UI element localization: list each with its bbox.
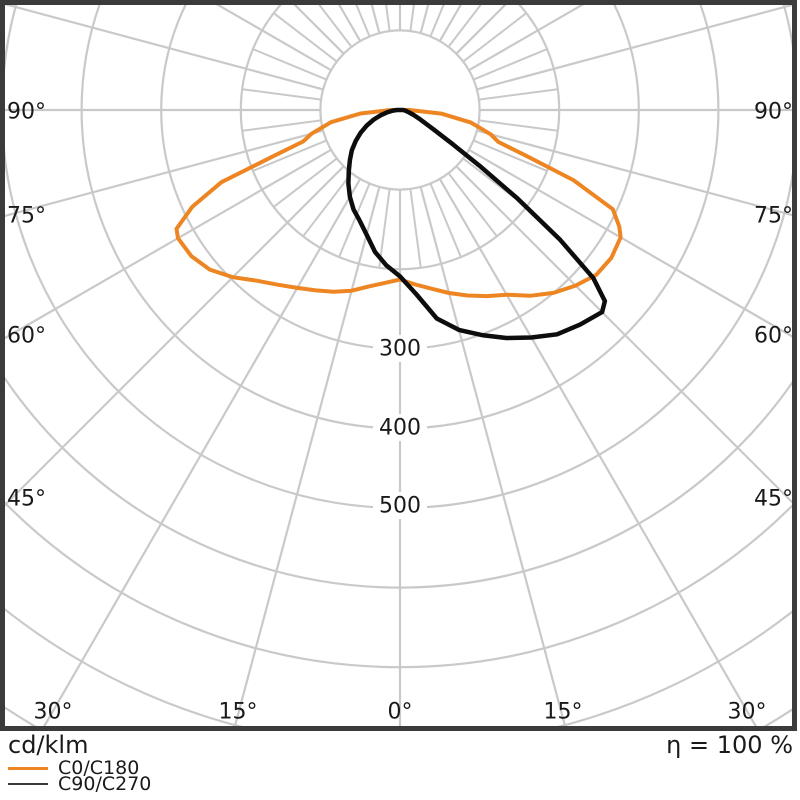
legend-label: C0/C180: [58, 757, 140, 779]
svg-text:90°: 90°: [7, 100, 46, 125]
ring-labels: 300 400 500: [373, 335, 427, 519]
polar-chart: 300 400 500 90° 75° 60° 45° 90° 75° 60° 45° 30° 15° 0…: [0, 0, 797, 731]
legend-label: C90/C270: [58, 773, 152, 795]
angle-labels: 90° 75° 60° 45° 90° 75° 60° 45° 30° 15° 0° 15° 30°: [7, 100, 793, 725]
efficiency-label: η = 100 %: [666, 731, 793, 759]
svg-text:75°: 75°: [7, 204, 46, 229]
polar-grid: [5, 5, 792, 726]
svg-text:45°: 45°: [7, 487, 46, 512]
intensity-curves: [174, 107, 623, 341]
svg-text:300: 300: [379, 337, 421, 362]
curve-c90-c270: [346, 107, 608, 341]
legend-item-c0-c180: C0/C180: [8, 757, 151, 779]
svg-text:30°: 30°: [728, 700, 767, 725]
legend-item-c90-c270: C90/C270: [8, 773, 152, 795]
svg-text:400: 400: [379, 416, 421, 441]
svg-text:60°: 60°: [754, 324, 793, 349]
svg-text:45°: 45°: [754, 487, 793, 512]
svg-text:30°: 30°: [34, 700, 73, 725]
svg-text:500: 500: [379, 494, 421, 519]
svg-text:15°: 15°: [544, 700, 583, 725]
svg-text:60°: 60°: [7, 324, 46, 349]
plot-border: [0, 0, 797, 731]
svg-text:75°: 75°: [754, 204, 793, 229]
legend: C0/C180 C90/C270: [8, 757, 152, 795]
svg-text:0°: 0°: [388, 700, 413, 725]
svg-text:15°: 15°: [219, 700, 258, 725]
c90-c270-line-swatch: [8, 783, 48, 785]
c0-c180-line-swatch: [8, 766, 48, 770]
svg-text:90°: 90°: [754, 100, 793, 125]
unit-label: cd/klm: [8, 731, 89, 759]
